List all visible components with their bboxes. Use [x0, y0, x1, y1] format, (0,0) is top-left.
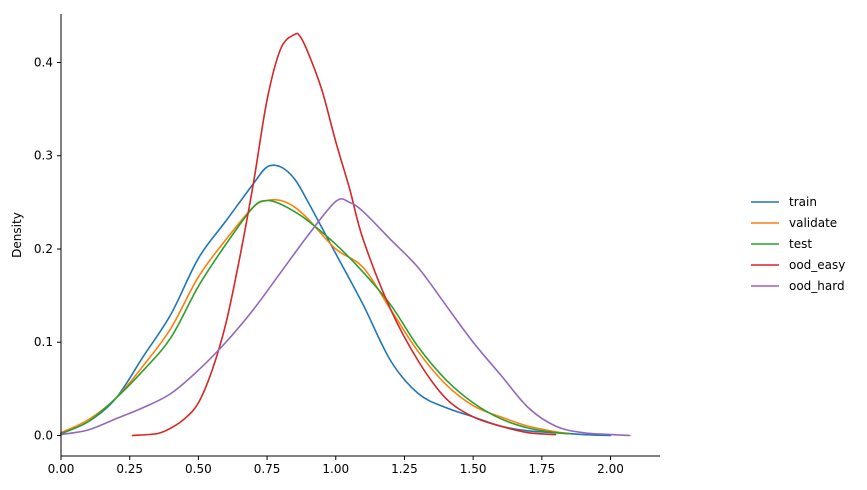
y-axis-label: Density: [10, 212, 24, 258]
series-line-train: [60, 164, 612, 437]
x-tick-label: 1.00: [322, 462, 349, 476]
x-tick-label: 0.25: [116, 462, 143, 476]
series-layer: [60, 32, 631, 437]
legend-label-validate: validate: [789, 216, 837, 230]
x-tick-label: 1.75: [528, 462, 555, 476]
axes-layer: [60, 14, 660, 457]
legend: train validate test ood_easy ood_hard: [751, 195, 845, 293]
x-tick-label: 2.00: [597, 462, 624, 476]
x-tick-label: 0.00: [48, 462, 75, 476]
y-tick-label: 0.1: [34, 335, 53, 349]
legend-label-train: train: [789, 195, 817, 209]
series-line-validate: [60, 198, 571, 435]
y-tick-label: 0.0: [34, 428, 53, 442]
legend-label-test: test: [789, 237, 812, 251]
series-line-ood-hard: [60, 198, 631, 437]
x-tick-label: 0.75: [254, 462, 281, 476]
legend-label-ood-easy: ood_easy: [789, 258, 845, 272]
y-tick-label: 0.4: [34, 55, 53, 69]
y-tick-label: 0.3: [34, 149, 53, 163]
x-ticks: 0.00 0.25 0.50 0.75 1.00 1.25 1.50 1.75 2.00: [48, 456, 624, 476]
x-tick-label: 1.25: [391, 462, 418, 476]
y-ticks: 0.0 0.1 0.2 0.3 0.4: [34, 55, 61, 442]
x-tick-label: 1.50: [460, 462, 487, 476]
series-line-ood-easy: [131, 32, 557, 437]
y-tick-label: 0.2: [34, 242, 53, 256]
series-line-test: [60, 199, 571, 435]
x-tick-label: 0.50: [185, 462, 212, 476]
legend-label-ood-hard: ood_hard: [789, 279, 845, 293]
